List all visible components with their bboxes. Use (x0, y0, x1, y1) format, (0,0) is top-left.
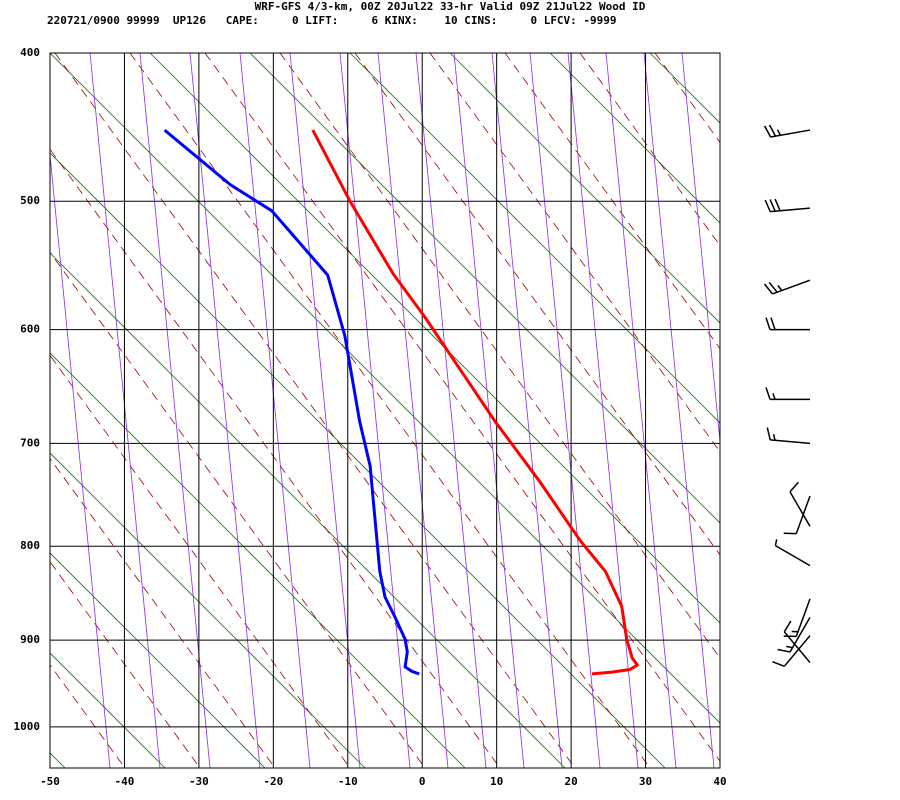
moist-line (239, 53, 311, 768)
y-tick-label: 400 (20, 46, 40, 59)
wind-barb (783, 598, 811, 638)
moist-line (491, 53, 563, 768)
dry-adiabat (129, 53, 651, 768)
x-tick-label: -30 (189, 775, 209, 788)
moist-line (339, 53, 411, 768)
dry-adiabat (50, 767, 51, 768)
mixing-line (50, 152, 666, 768)
mixing-line (50, 352, 466, 768)
x-tick-label: 10 (490, 775, 503, 788)
wind-barb (783, 620, 811, 663)
dry-adiabat (579, 53, 720, 247)
dry-adiabat (504, 53, 720, 350)
reference-lines (50, 53, 900, 768)
mixing-line (349, 53, 720, 424)
wind-barb (766, 427, 811, 445)
mixing-line (50, 452, 366, 768)
y-tick-label: 700 (20, 436, 40, 449)
moist-line (289, 53, 361, 768)
x-tick-label: 20 (564, 775, 577, 788)
chart-subtitle: 220721/0900 99999 UP126 CAPE: 0 LIFT: 6 … (47, 14, 617, 27)
dry-adiabat (50, 561, 201, 768)
dry-adiabat (54, 53, 576, 768)
x-tick-label: -20 (263, 775, 283, 788)
x-tick-label: 40 (713, 775, 726, 788)
mixing-line (750, 53, 900, 768)
wind-barb (789, 481, 811, 527)
dry-adiabat (354, 53, 720, 556)
mixing-line (649, 53, 720, 124)
x-tick-label: -50 (40, 775, 60, 788)
dry-adiabat (880, 53, 900, 768)
dry-adiabat (730, 53, 900, 768)
wind-barb (765, 387, 811, 401)
moist-line (605, 53, 677, 768)
dry-adiabat (279, 53, 720, 659)
wind-barb (772, 635, 811, 667)
wind-barb (765, 317, 811, 331)
moist-line (377, 53, 449, 768)
x-tick-label: 0 (419, 775, 426, 788)
moist-line (139, 53, 211, 768)
moist-line (643, 53, 715, 768)
y-tick-label: 900 (20, 633, 40, 646)
dry-adiabat (805, 53, 900, 768)
chart-title: WRF-GFS 4/3-km, 00Z 20Jul22 33-hr Valid … (254, 0, 646, 13)
wind-barb (763, 124, 811, 138)
moist-line (89, 53, 161, 768)
profile-line (311, 129, 639, 676)
x-tick-label: -40 (115, 775, 135, 788)
mixing-line (50, 552, 266, 768)
dry-adiabat (50, 664, 126, 768)
wind-barb (774, 539, 811, 567)
mixing-line (149, 53, 720, 624)
wind-barb (783, 495, 811, 535)
dry-adiabat (429, 53, 720, 453)
dry-adiabat (50, 251, 426, 768)
mixing-line (50, 252, 566, 768)
y-tick-label: 1000 (14, 720, 41, 733)
dry-adiabat (50, 354, 351, 768)
y-tick-label: 500 (20, 194, 40, 207)
wind-barb (763, 279, 811, 295)
y-tick-label: 800 (20, 539, 40, 552)
moist-line (567, 53, 639, 768)
mixing-line (50, 652, 166, 768)
x-tick-label: 30 (639, 775, 652, 788)
dry-adiabat (654, 53, 720, 144)
moist-line (50, 151, 111, 768)
mixing-line (850, 53, 900, 768)
moist-line (415, 53, 487, 768)
mixing-line (50, 752, 66, 768)
wind-barb (764, 198, 811, 213)
moist-line (529, 53, 601, 768)
mixing-line (549, 53, 720, 224)
x-tick-label: -10 (338, 775, 358, 788)
y-tick-label: 600 (20, 323, 40, 336)
wind-barb (777, 617, 811, 653)
mixing-line (449, 53, 720, 324)
dry-adiabat (204, 53, 720, 762)
dry-adiabat (50, 457, 276, 768)
mixing-line (249, 53, 720, 524)
moist-line (189, 53, 261, 768)
profile-line (163, 128, 420, 676)
moist-line (681, 53, 720, 446)
dry-adiabat (50, 148, 501, 768)
